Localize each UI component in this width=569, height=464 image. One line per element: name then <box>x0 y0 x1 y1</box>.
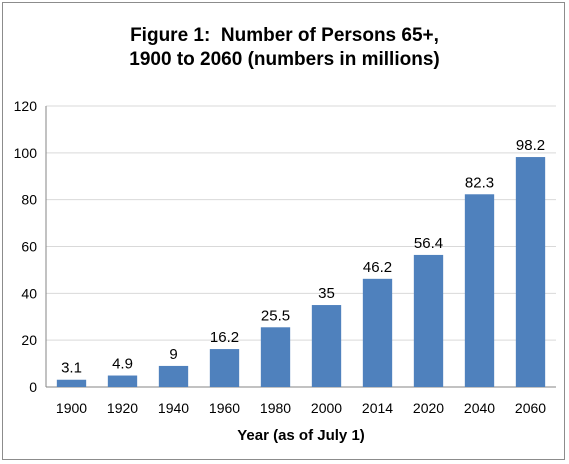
x-tick-label: 2014 <box>362 400 393 416</box>
chart-title-line-2: 1900 to 2060 (numbers in millions) <box>129 49 440 70</box>
data-label: 25.5 <box>261 307 290 324</box>
data-label: 56.4 <box>414 235 443 252</box>
x-tick-label: 2060 <box>515 400 546 416</box>
x-tick-label: 1960 <box>209 400 240 416</box>
chart-title-line-1: Figure 1: Number of Persons 65+, <box>130 25 439 46</box>
x-tick-label: 2040 <box>464 400 495 416</box>
bar <box>158 365 189 387</box>
y-tick-label: 20 <box>21 332 37 348</box>
x-tick-label: 1900 <box>56 400 87 416</box>
bar <box>413 254 444 387</box>
bar <box>362 278 393 387</box>
x-tick-label: 2000 <box>311 400 342 416</box>
data-label: 9 <box>169 346 177 363</box>
bar <box>464 194 495 387</box>
data-label: 16.2 <box>210 329 239 346</box>
bar <box>56 379 87 387</box>
chart-title: Figure 1: Number of Persons 65+, 1900 to… <box>0 24 569 72</box>
x-tick-label: 2020 <box>413 400 444 416</box>
x-tick-label: 1920 <box>107 400 138 416</box>
data-label: 98.2 <box>516 137 545 154</box>
x-tick-label: 1940 <box>158 400 189 416</box>
data-label: 82.3 <box>465 174 494 191</box>
bar <box>209 349 240 387</box>
x-tick-label: 1980 <box>260 400 291 416</box>
bar <box>260 327 291 387</box>
bar <box>515 157 546 387</box>
y-tick-label: 60 <box>21 239 37 255</box>
data-label: 3.1 <box>61 360 82 377</box>
data-label: 35 <box>318 285 335 302</box>
bar <box>311 305 342 387</box>
y-tick-label: 100 <box>14 145 38 161</box>
y-tick-label: 80 <box>21 192 37 208</box>
bar <box>107 375 138 387</box>
data-label: 4.9 <box>112 356 133 373</box>
data-label: 46.2 <box>363 259 392 276</box>
y-tick-label: 40 <box>21 285 37 301</box>
x-axis-title: Year (as of July 1) <box>237 427 365 444</box>
y-tick-label: 0 <box>29 379 37 395</box>
y-tick-label: 120 <box>14 98 38 114</box>
